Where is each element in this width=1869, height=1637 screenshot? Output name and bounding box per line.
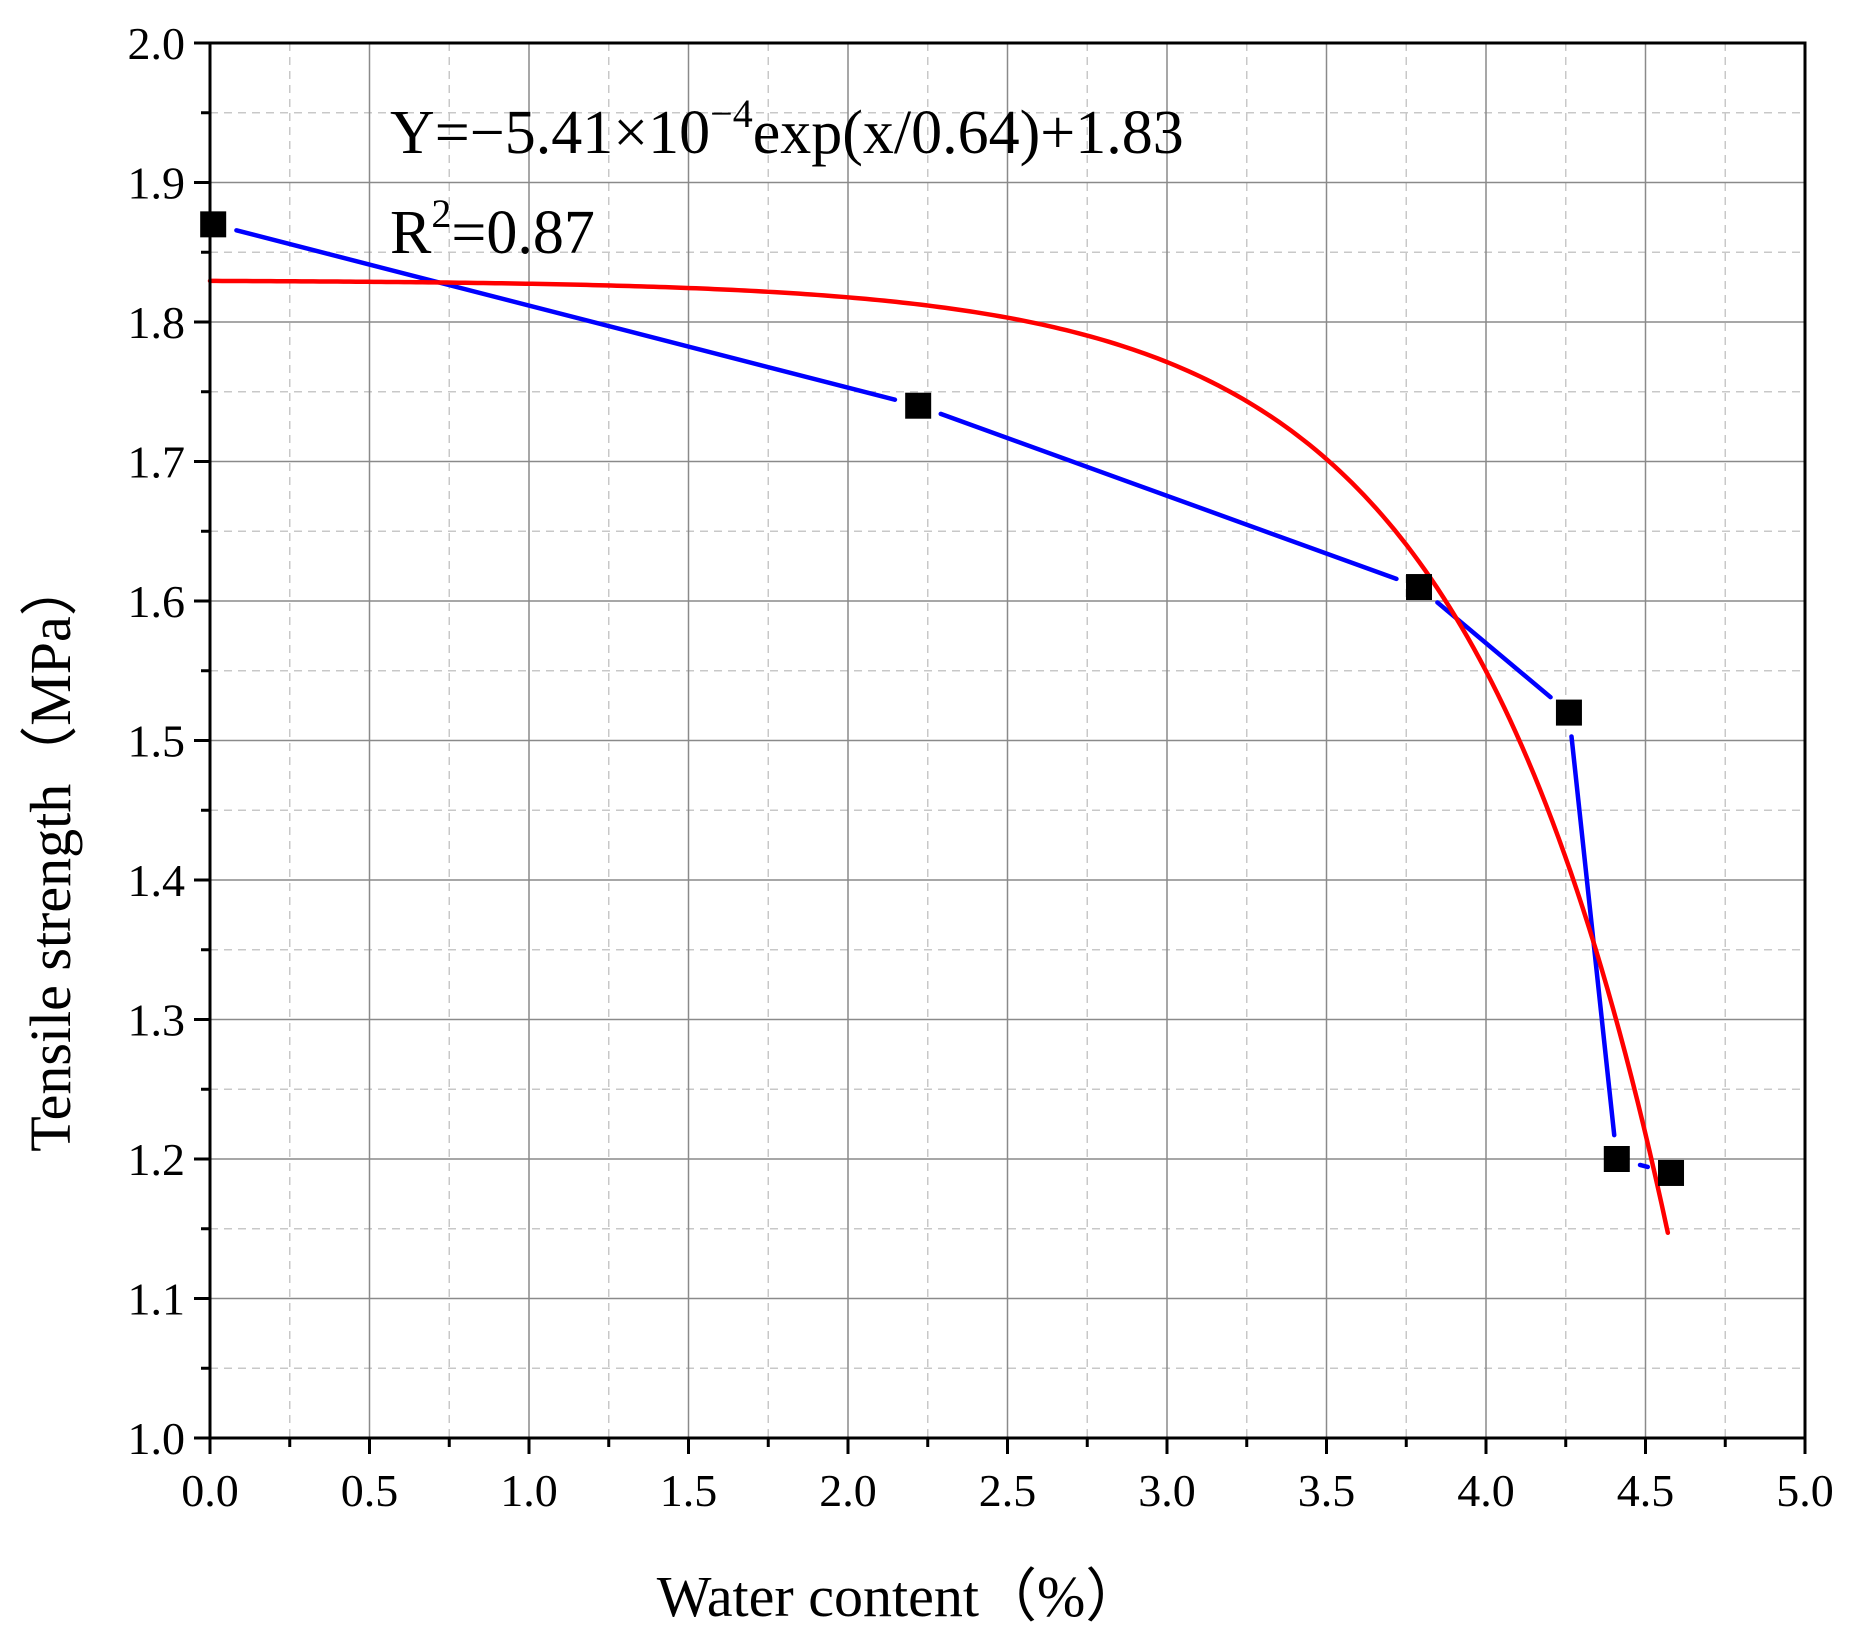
x-tick-label: 4.5	[1617, 1465, 1675, 1516]
data-point-marker	[1406, 574, 1433, 601]
y-tick-label: 1.6	[128, 576, 186, 627]
x-tick-label: 0.0	[181, 1465, 239, 1516]
series-line-segment	[234, 228, 898, 402]
y-tick-label: 2.0	[128, 18, 186, 69]
data-point-marker	[905, 392, 932, 419]
equation-exponent: −4	[710, 91, 753, 136]
r2-exponent: 2	[431, 191, 451, 236]
y-tick-label: 1.8	[128, 297, 186, 348]
y-tick-label: 1.1	[128, 1274, 186, 1325]
x-tick-label: 1.0	[500, 1465, 558, 1516]
r2-prefix: R	[390, 199, 432, 267]
equation-suffix: exp(x/0.64)+1.83	[753, 99, 1184, 167]
x-tick-label: 1.5	[660, 1465, 718, 1516]
y-tick-label: 1.9	[128, 158, 186, 209]
x-tick-label: 0.5	[341, 1465, 399, 1516]
grid-minor	[210, 43, 1805, 1438]
y-tick-label: 1.2	[128, 1134, 186, 1185]
y-axis-title: Tensile strength（MPa）	[18, 558, 83, 1152]
y-tick-label: 1.4	[128, 855, 186, 906]
y-tick-label: 1.3	[128, 995, 186, 1046]
y-tick-label: 1.0	[128, 1413, 186, 1464]
r-squared-label: R2=0.87	[390, 191, 595, 267]
series-layer	[200, 211, 1685, 1235]
x-tick-label: 5.0	[1776, 1465, 1834, 1516]
x-tick-label: 3.5	[1298, 1465, 1356, 1516]
fit-curve	[207, 278, 1671, 1235]
grid-major	[210, 43, 1805, 1438]
y-tick-label: 1.5	[128, 716, 186, 767]
series-line-segment	[1637, 1162, 1651, 1170]
x-tick-label: 3.0	[1138, 1465, 1196, 1516]
data-point-marker	[1658, 1159, 1685, 1186]
equation-prefix: Y=−5.41×10	[390, 99, 710, 167]
equation-label: Y=−5.41×10−4exp(x/0.64)+1.83	[390, 91, 1184, 167]
r2-suffix: =0.87	[451, 199, 594, 267]
x-tick-label: 2.5	[979, 1465, 1037, 1516]
ticks-layer: 0.0 0.5 1.0 1.5 2.0 2.5 3.0 3.5 4.0 4.5 5.0 1.0 1.1 1…	[128, 18, 1834, 1516]
y-tick-label: 1.7	[128, 437, 186, 488]
x-tick-label: 4.0	[1457, 1465, 1515, 1516]
series-line-segment	[938, 411, 1399, 582]
x-tick-label: 2.0	[819, 1465, 877, 1516]
data-point-marker	[200, 211, 227, 238]
x-axis-title: Water content（%）	[657, 1564, 1144, 1629]
data-point-marker	[1555, 699, 1582, 726]
data-point-marker	[1603, 1146, 1630, 1172]
